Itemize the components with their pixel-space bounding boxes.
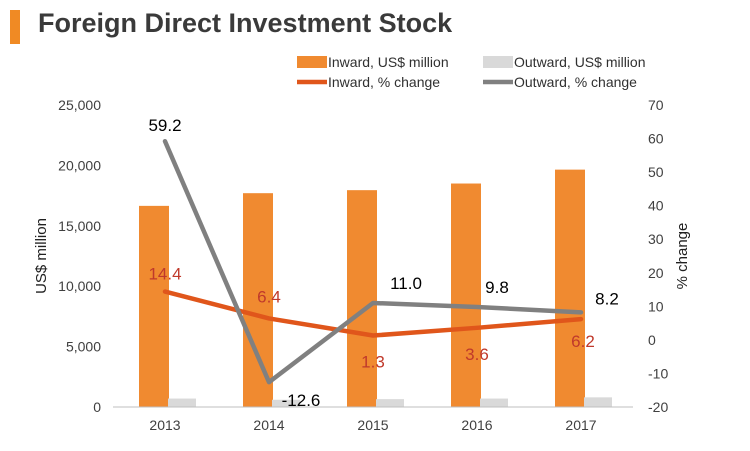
y2-tick-label: 30 xyxy=(648,231,664,247)
chart-title: Foreign Direct Investment Stock xyxy=(38,8,453,38)
legend-label: Inward, % change xyxy=(328,74,440,90)
y-tick-label: 10,000 xyxy=(58,278,101,294)
data-label-inward: 3.6 xyxy=(465,345,489,364)
bar-outward xyxy=(584,397,612,407)
x-tick-label: 2017 xyxy=(565,417,596,433)
data-label-outward: 59.2 xyxy=(148,116,181,135)
bar-outward xyxy=(168,398,196,407)
bar-inward xyxy=(555,169,585,407)
y2-tick-label: 60 xyxy=(648,131,664,147)
y2-tick-label: 40 xyxy=(648,198,664,214)
x-tick-label: 2014 xyxy=(253,417,284,433)
y2-tick-label: -10 xyxy=(648,365,668,381)
data-label-outward: -12.6 xyxy=(282,391,321,410)
x-tick-label: 2015 xyxy=(357,417,388,433)
y-tick-label: 0 xyxy=(93,399,101,415)
bar-inward xyxy=(243,193,273,407)
y-tick-label: 5,000 xyxy=(66,339,101,355)
data-label-inward: 6.4 xyxy=(257,287,281,306)
data-label-outward: 8.2 xyxy=(595,289,619,308)
title-accent-bar xyxy=(10,10,20,44)
data-label-inward: 1.3 xyxy=(361,353,385,372)
y-tick-label: 25,000 xyxy=(58,97,101,113)
y2-tick-label: 20 xyxy=(648,265,664,281)
bar-inward xyxy=(451,183,481,407)
y2-tick-label: 50 xyxy=(648,164,664,180)
bar-outward xyxy=(480,398,508,407)
legend-swatch xyxy=(483,56,513,68)
data-label-inward: 14.4 xyxy=(148,265,181,284)
x-tick-label: 2013 xyxy=(149,417,180,433)
y-tick-label: 15,000 xyxy=(58,218,101,234)
legend-swatch xyxy=(297,56,327,68)
bar-outward xyxy=(272,399,300,407)
legend-label: Outward, % change xyxy=(514,74,637,90)
y2-tick-label: 70 xyxy=(648,97,664,113)
y2-tick-label: 0 xyxy=(648,332,656,348)
line-inward-pct-change xyxy=(162,289,584,338)
bar-inward xyxy=(347,190,377,407)
legend-label: Inward, US$ million xyxy=(328,54,449,70)
data-label-outward: 9.8 xyxy=(485,278,509,297)
y2-tick-label: 10 xyxy=(648,298,664,314)
y2-axis-title: % change xyxy=(674,223,691,290)
line-outward-pct-change xyxy=(162,138,584,385)
legend-label: Outward, US$ million xyxy=(514,54,646,70)
bar-outward xyxy=(376,399,404,407)
x-tick-label: 2016 xyxy=(461,417,492,433)
y-axis-title: US$ million xyxy=(33,218,50,294)
y-tick-label: 20,000 xyxy=(58,157,101,173)
data-label-outward: 11.0 xyxy=(390,274,422,293)
data-label-inward: 6.2 xyxy=(571,332,595,351)
y2-tick-label: -20 xyxy=(648,399,668,415)
bar-inward xyxy=(139,205,169,407)
